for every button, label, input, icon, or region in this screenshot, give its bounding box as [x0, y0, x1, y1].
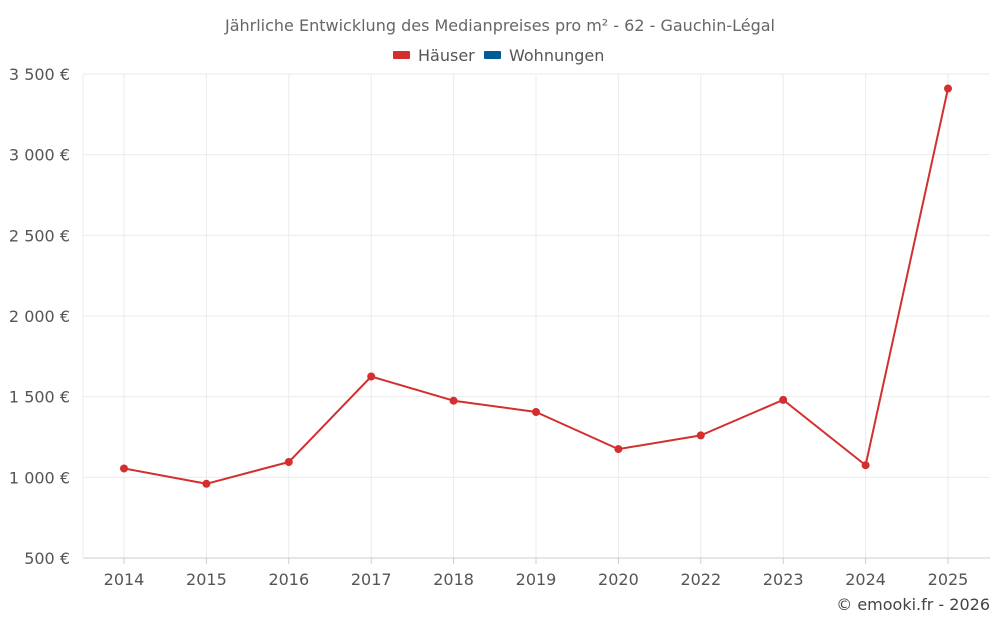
- data-series: [120, 84, 952, 488]
- x-tick-label: 2022: [680, 570, 721, 589]
- legend-item-wohnungen[interactable]: Wohnungen: [484, 46, 604, 65]
- legend: Häuser Wohnungen: [393, 46, 604, 65]
- legend-label-haeuser: Häuser: [418, 46, 475, 65]
- x-tick-label: 2023: [763, 570, 804, 589]
- data-point-haeuser: [696, 431, 705, 440]
- legend-swatch-wohnungen: [484, 51, 501, 59]
- y-tick-label: 2 000 €: [9, 307, 70, 326]
- legend-label-wohnungen: Wohnungen: [509, 46, 604, 65]
- data-point-haeuser: [861, 461, 870, 470]
- grid-lines: [83, 73, 990, 559]
- x-tick-label: 2015: [186, 570, 227, 589]
- data-point-haeuser: [202, 479, 211, 488]
- copyright-credit: © emooki.fr - 2026: [836, 595, 990, 614]
- y-tick-label: 1 500 €: [9, 388, 70, 407]
- data-point-haeuser: [367, 372, 376, 381]
- y-tick-label: 3 000 €: [9, 146, 70, 165]
- data-point-haeuser: [779, 395, 788, 404]
- x-tick-label: 2014: [104, 570, 145, 589]
- x-tick-label: 2019: [516, 570, 557, 589]
- x-tick-label: 2020: [598, 570, 639, 589]
- legend-item-haeuser[interactable]: Häuser: [393, 46, 475, 65]
- x-tick-label: 2018: [433, 570, 474, 589]
- x-tick-label: 2024: [845, 570, 886, 589]
- x-tick-label: 2025: [928, 570, 969, 589]
- legend-swatch-haeuser: [393, 51, 410, 59]
- data-point-haeuser: [449, 396, 458, 405]
- data-point-haeuser: [944, 84, 952, 93]
- x-tick-label: 2016: [268, 570, 309, 589]
- data-point-haeuser: [120, 464, 128, 473]
- y-tick-label: 500 €: [24, 549, 70, 568]
- x-tick-label: 2017: [351, 570, 392, 589]
- y-tick-label: 3 500 €: [9, 65, 70, 84]
- axes: 500 € 1 000 € 1 500 € 2 000 € 2 500 € 3 000 €…: [9, 65, 990, 589]
- data-point-haeuser: [284, 458, 293, 467]
- y-tick-label: 2 500 €: [9, 226, 70, 245]
- chart-title: Jährliche Entwicklung des Medianpreises …: [224, 16, 775, 35]
- data-point-haeuser: [614, 445, 623, 454]
- data-point-haeuser: [532, 407, 540, 416]
- y-tick-label: 1 000 €: [9, 468, 70, 487]
